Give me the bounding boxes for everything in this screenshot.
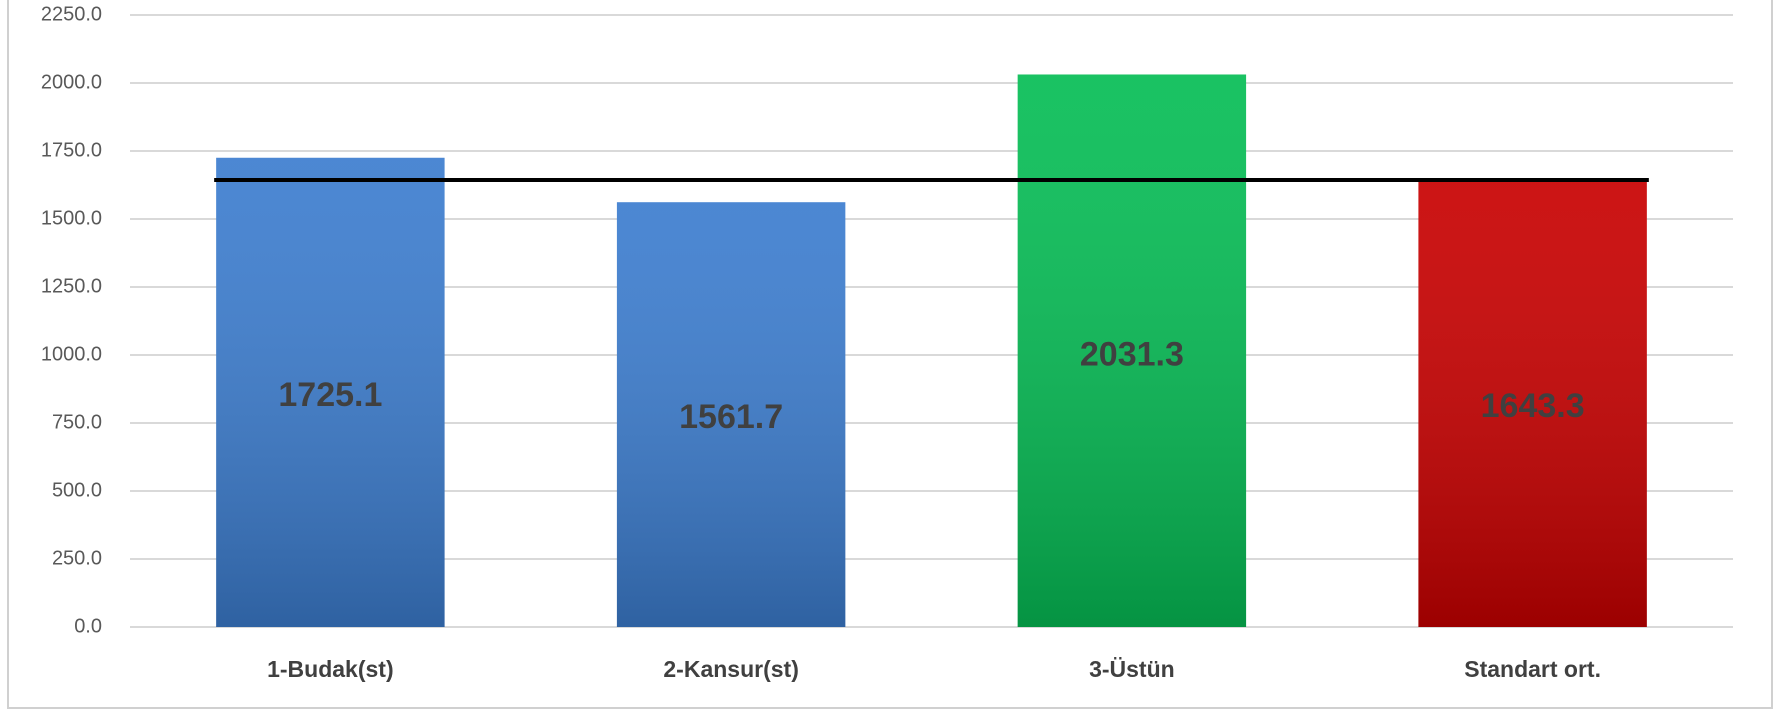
y-tick-label: 0.0	[74, 615, 102, 637]
x-tick-label: 2-Kansur(st)	[663, 656, 798, 682]
bar-shade	[616, 202, 846, 628]
x-tick-label: 1-Budak(st)	[267, 656, 394, 682]
y-tick-label: 2000.0	[41, 71, 102, 93]
y-tick-label: 500.0	[52, 479, 102, 501]
y-tick-label: 1250.0	[41, 275, 102, 297]
y-tick-label: 1750.0	[41, 139, 102, 161]
bar-shade	[1017, 74, 1247, 628]
data-label: 1561.7	[679, 398, 783, 436]
x-tick-label: 3-Üstün	[1089, 656, 1175, 682]
x-tick-label: Standart ort.	[1464, 656, 1601, 682]
y-tick-label: 2250.0	[41, 3, 102, 25]
bar-shade	[1418, 180, 1647, 627]
y-tick-label: 1000.0	[41, 343, 102, 365]
data-label: 1725.1	[278, 376, 382, 414]
y-tick-label: 1500.0	[41, 207, 102, 229]
y-tick-label: 750.0	[52, 411, 102, 433]
data-label: 1643.3	[1481, 387, 1585, 425]
y-tick-label: 250.0	[52, 547, 102, 569]
bar-shade	[216, 157, 445, 627]
chart-border	[7, 0, 1773, 709]
data-label: 2031.3	[1080, 335, 1184, 373]
